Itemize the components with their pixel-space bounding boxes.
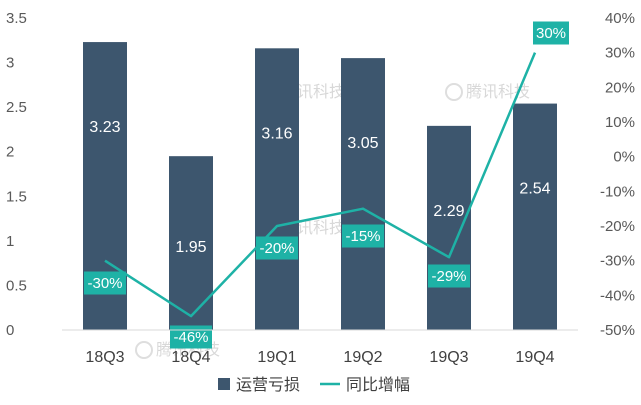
left-tick-label: 0.5 — [6, 277, 27, 294]
bar-19Q1 — [255, 48, 299, 331]
yoy-line — [104, 52, 537, 318]
bar-value-label: 3.05 — [347, 135, 378, 152]
pct-label-text: -15% — [345, 228, 380, 245]
x-tick-label: 18Q4 — [171, 349, 210, 366]
left-tick-label: 1.5 — [6, 188, 27, 205]
x-tick-label: 19Q2 — [343, 349, 382, 366]
x-tick-label: 18Q3 — [85, 349, 124, 366]
right-tick-label: -30% — [600, 253, 635, 270]
right-tick-label: 0% — [613, 149, 635, 166]
left-tick-label: 1 — [6, 233, 14, 250]
legend-bar-swatch — [218, 378, 230, 390]
pct-label-text: -30% — [87, 275, 122, 292]
watermark-text: 腾讯科技 — [466, 83, 530, 101]
watermark-logo-icon — [445, 83, 463, 101]
pct-label-text: -20% — [259, 240, 294, 257]
pct-label-text: 30% — [536, 25, 566, 42]
left-tick-label: 2 — [6, 144, 14, 161]
left-y-axis: 0 0.5 1 1.5 2 2.5 3 3.5 — [6, 10, 27, 339]
left-tick-label: 0 — [6, 322, 14, 339]
line-series: -30% -46% -20% -15% -29% 30% — [84, 21, 569, 349]
right-tick-label: -20% — [600, 218, 635, 235]
pct-label-19Q1: -20% — [256, 236, 298, 260]
pct-label-text: -46% — [173, 329, 208, 346]
pct-label-18Q3: -30% — [84, 271, 126, 295]
pct-label-box — [84, 271, 126, 295]
x-tick-label: 19Q4 — [515, 349, 554, 366]
pct-label-box — [170, 325, 212, 349]
watermark: 腾讯科技 — [445, 83, 530, 101]
left-tick-label: 2.5 — [6, 99, 27, 116]
watermark-logo-icon — [135, 341, 153, 359]
pct-label-18Q4: -46% — [170, 325, 212, 349]
pct-label-box — [342, 224, 384, 248]
right-tick-label: -40% — [600, 287, 635, 304]
right-tick-label: -50% — [600, 322, 635, 339]
bar-value-label: 2.29 — [433, 203, 464, 220]
bar-value-label: 2.54 — [519, 181, 550, 198]
bar-value-label: 1.95 — [175, 239, 206, 256]
right-tick-label: 20% — [605, 79, 635, 96]
bar-value-label: 3.16 — [261, 125, 292, 142]
right-tick-label: 10% — [605, 114, 635, 131]
right-tick-label: 30% — [605, 45, 635, 62]
bar-19Q3 — [427, 125, 471, 330]
bar-19Q2 — [341, 58, 385, 330]
x-tick-label: 19Q1 — [257, 349, 296, 366]
legend-line-label: 同比增幅 — [346, 376, 410, 394]
right-tick-label: -10% — [600, 183, 635, 200]
left-tick-label: 3.5 — [6, 10, 27, 27]
bar-19Q4 — [513, 103, 557, 330]
right-tick-label: 40% — [605, 10, 635, 27]
legend-bar-label: 运营亏损 — [236, 376, 300, 394]
pct-label-box — [428, 264, 470, 288]
pct-label-19Q3: -29% — [428, 264, 470, 288]
pct-label-box — [533, 21, 569, 45]
right-y-axis: -50% -40% -30% -20% -10% 0% 10% 20% 30% 40% — [600, 10, 635, 339]
legend: 运营亏损 同比增幅 — [218, 376, 410, 394]
x-axis: 18Q3 18Q4 19Q1 19Q2 19Q3 19Q4 — [62, 329, 578, 366]
pct-label-19Q4: 30% — [533, 21, 569, 45]
pct-label-text: -29% — [431, 268, 466, 285]
pct-label-19Q2: -15% — [342, 224, 384, 248]
pct-label-box — [256, 236, 298, 260]
x-tick-label: 19Q3 — [429, 349, 468, 366]
bar-value-label: 3.23 — [89, 119, 120, 136]
left-tick-label: 3 — [6, 55, 14, 72]
